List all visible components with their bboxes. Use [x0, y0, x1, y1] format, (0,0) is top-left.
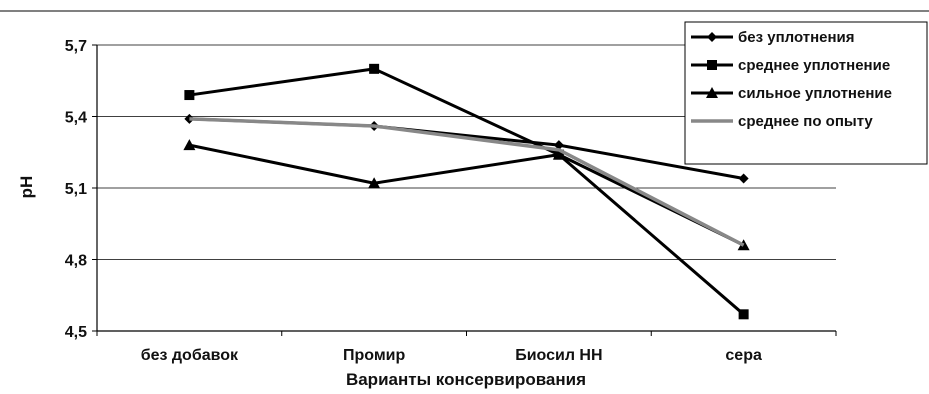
x-tick-label: Биосил НН	[515, 347, 602, 364]
x-axis-title: Варианты консервирования	[346, 370, 586, 389]
series-line	[189, 117, 745, 247]
y-axis-title: pH	[17, 176, 36, 199]
legend-swatch-marker	[706, 87, 718, 98]
series-line	[189, 143, 745, 247]
data-point	[369, 63, 380, 74]
data-point	[368, 177, 381, 189]
legend-swatch-marker	[707, 32, 717, 42]
data-point	[183, 139, 196, 151]
legend-label: без уплотнения	[738, 29, 855, 46]
y-tick-label: 5,1	[65, 181, 87, 198]
data-point	[552, 148, 565, 160]
series-2	[184, 63, 749, 320]
axes	[96, 45, 837, 336]
series-1	[184, 113, 749, 184]
data-point	[184, 90, 195, 101]
series-group	[183, 63, 750, 320]
legend-swatch-marker	[707, 60, 717, 70]
y-tick-label: 4,5	[65, 324, 87, 341]
legend-label: сильное уплотнение	[738, 85, 892, 102]
legend: без уплотнения среднее уплотнение сильное …	[684, 21, 928, 165]
x-tick-labels: без добавок Промир Биосил НН сера	[141, 347, 762, 364]
y-tick-label: 5,4	[65, 110, 87, 127]
x-tick-label: сера	[725, 347, 762, 364]
data-point	[738, 309, 749, 320]
series-line	[189, 67, 745, 316]
legend-label: среднее уплотнение	[738, 57, 890, 74]
data-point	[553, 140, 564, 151]
y-tick-label: 5,7	[65, 38, 87, 55]
series-4	[189, 117, 745, 247]
x-tick-label: без добавок	[141, 347, 239, 364]
legend-label: среднее по опыту	[738, 113, 873, 130]
y-tick-label: 4,8	[65, 253, 87, 270]
data-point	[738, 173, 749, 184]
series-3	[183, 139, 750, 251]
x-tick-label: Промир	[343, 347, 406, 364]
y-tick-labels: 4,5 4,8 5,1 5,4 5,7	[65, 38, 87, 341]
